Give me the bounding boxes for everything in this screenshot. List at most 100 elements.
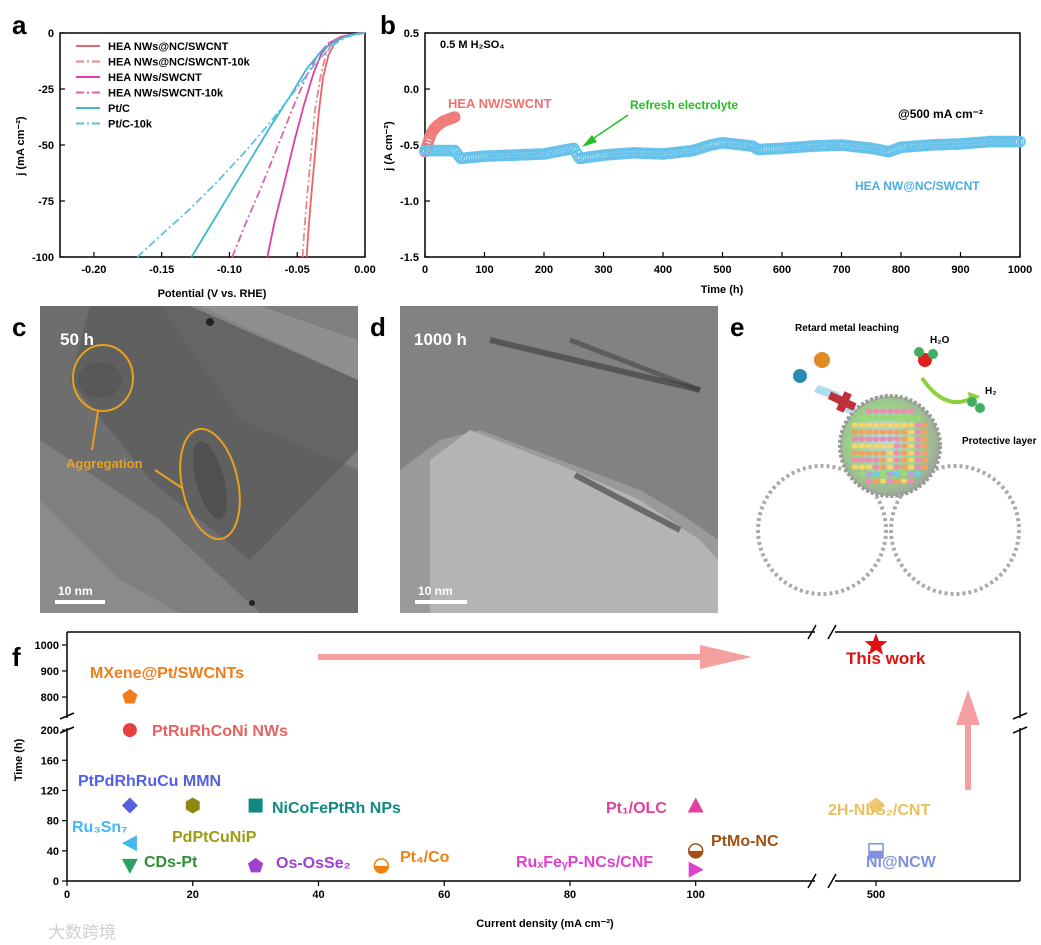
particle-dot xyxy=(921,436,929,442)
panel-a-legend-label-1: HEA NWs@NC/SWCNT-10k xyxy=(108,57,251,69)
particle-dot xyxy=(865,429,873,435)
particle-dot xyxy=(872,457,880,463)
particle-dot xyxy=(872,422,880,428)
panel-f-marker-12 xyxy=(868,797,884,812)
axis-break-mark xyxy=(827,624,837,640)
particle-dot xyxy=(858,436,866,442)
electrolyte-label: 0.5 M H₂SO₄ xyxy=(440,39,505,51)
retard-label: Retard metal leaching xyxy=(795,323,899,334)
particle-dot xyxy=(865,450,873,456)
particle-dot xyxy=(872,436,880,442)
particle-dot xyxy=(914,415,922,421)
panel-f-marker-4 xyxy=(121,858,138,874)
particle-dot xyxy=(900,436,908,442)
panel-b-xtick-label: 800 xyxy=(892,264,910,276)
panel-a-series-5 xyxy=(136,32,366,258)
panel-b-xtick-label: 200 xyxy=(535,264,553,276)
panel-b-point-s1 xyxy=(1014,135,1026,148)
panel-a-legend-label-5: Pt/C-10k xyxy=(108,119,153,131)
panel-a-legend-label-2: HEA NWs/SWCNT xyxy=(108,72,202,84)
particle-dot xyxy=(893,478,901,484)
particle-dot xyxy=(851,422,859,428)
panel-f-chart: 0 20 40 60 80 100 500040801201602008009001000 … xyxy=(13,624,1028,930)
particle-dot xyxy=(893,422,901,428)
particle-dot xyxy=(865,422,873,428)
panel-a-ytick-label: -50 xyxy=(38,140,54,152)
nanotube-ring-right xyxy=(889,464,1021,596)
particle-dot xyxy=(872,429,880,435)
panel-f-label-9: Pt₁/OLC xyxy=(606,800,667,817)
axis-break-mark xyxy=(1012,712,1028,720)
particle-dot xyxy=(886,429,894,435)
particle-dot xyxy=(851,464,859,470)
panel-a-ylabel: j (mA cm⁻²) xyxy=(15,116,27,177)
particle-dot xyxy=(907,415,915,421)
panel-f-label-14: This work xyxy=(846,649,926,668)
panel-label-f: f xyxy=(12,642,21,672)
particle-dot xyxy=(914,436,922,442)
particle-dot xyxy=(907,450,915,456)
panel-a-legend-label-4: Pt/C xyxy=(108,103,130,115)
panel-f-ytick-label: 0 xyxy=(53,876,59,888)
panel-label-c: c xyxy=(12,312,26,342)
particle-dot xyxy=(851,443,859,449)
particle-dot xyxy=(886,408,894,414)
panel-f-marker-14 xyxy=(864,633,888,655)
panel-a-xtick-label: -0.20 xyxy=(81,264,106,276)
particle-dot xyxy=(879,436,887,442)
particle-dot xyxy=(900,415,908,421)
panel-f-label-1: PtRuRhCoNi NWs xyxy=(152,723,288,740)
panel-label-d: d xyxy=(370,312,386,342)
particle-dot xyxy=(914,450,922,456)
panel-f-label-3: Ru₃Sn₇ xyxy=(72,819,128,836)
particle-dot xyxy=(879,429,887,435)
panel-b-xtick-label: 0 xyxy=(422,264,428,276)
panel-f-marker-9 xyxy=(687,797,704,813)
particle-dot xyxy=(858,457,866,463)
particle-dot xyxy=(865,471,873,477)
panel-f-ytick-label: 40 xyxy=(47,846,59,858)
panel-a-series-1 xyxy=(301,32,366,258)
particle-dot xyxy=(872,478,880,484)
panel-f-label-13: Ni@NCW xyxy=(866,854,937,871)
panel-f-label-6: NiCoFePtRh NPs xyxy=(272,800,401,817)
particle-dot xyxy=(900,457,908,463)
particle-dot xyxy=(914,422,922,428)
particle-dot xyxy=(907,422,915,428)
particle-dot xyxy=(865,408,873,414)
particle-dot xyxy=(865,478,873,484)
panel-b-ytick-label: 0.0 xyxy=(404,84,419,96)
particle-dot xyxy=(886,415,894,421)
panel-f-xtick-label: 60 xyxy=(438,889,450,901)
panel-f-marker-0 xyxy=(122,689,138,704)
particle-dot xyxy=(879,478,887,484)
particle-dot xyxy=(879,450,887,456)
axis-break-mark xyxy=(827,873,837,889)
aggregation-label: Aggregation xyxy=(66,456,143,471)
reaction-arrow xyxy=(920,376,973,404)
particle-dot xyxy=(900,450,908,456)
particle-dot xyxy=(858,422,866,428)
panel-f-marker-11 xyxy=(688,861,704,878)
panel-f-ytick-label: 1000 xyxy=(35,640,59,652)
protective-label: Protective layer xyxy=(962,436,1037,447)
particle-dot xyxy=(900,471,908,477)
particle-dot xyxy=(907,478,915,484)
particle-dot xyxy=(907,436,915,442)
particle-dot xyxy=(907,457,915,463)
particle-dot xyxy=(914,429,922,435)
particle-dot xyxy=(858,450,866,456)
panel-f-xtick-label: 100 xyxy=(687,889,705,901)
panel-f-marker-7 xyxy=(248,857,264,873)
particle-dot xyxy=(851,457,859,463)
panel-b-ytick-label: -1.0 xyxy=(400,196,419,208)
particle-dot xyxy=(872,443,880,449)
panel-f-marker-13-fill xyxy=(869,850,883,858)
panel-f-marker-5 xyxy=(185,797,200,814)
panel-f-ylabel: Time (h) xyxy=(13,738,25,781)
particle-dot xyxy=(921,464,929,470)
particle-dot xyxy=(886,450,894,456)
particle-dot xyxy=(858,429,866,435)
particle-dot xyxy=(914,464,922,470)
